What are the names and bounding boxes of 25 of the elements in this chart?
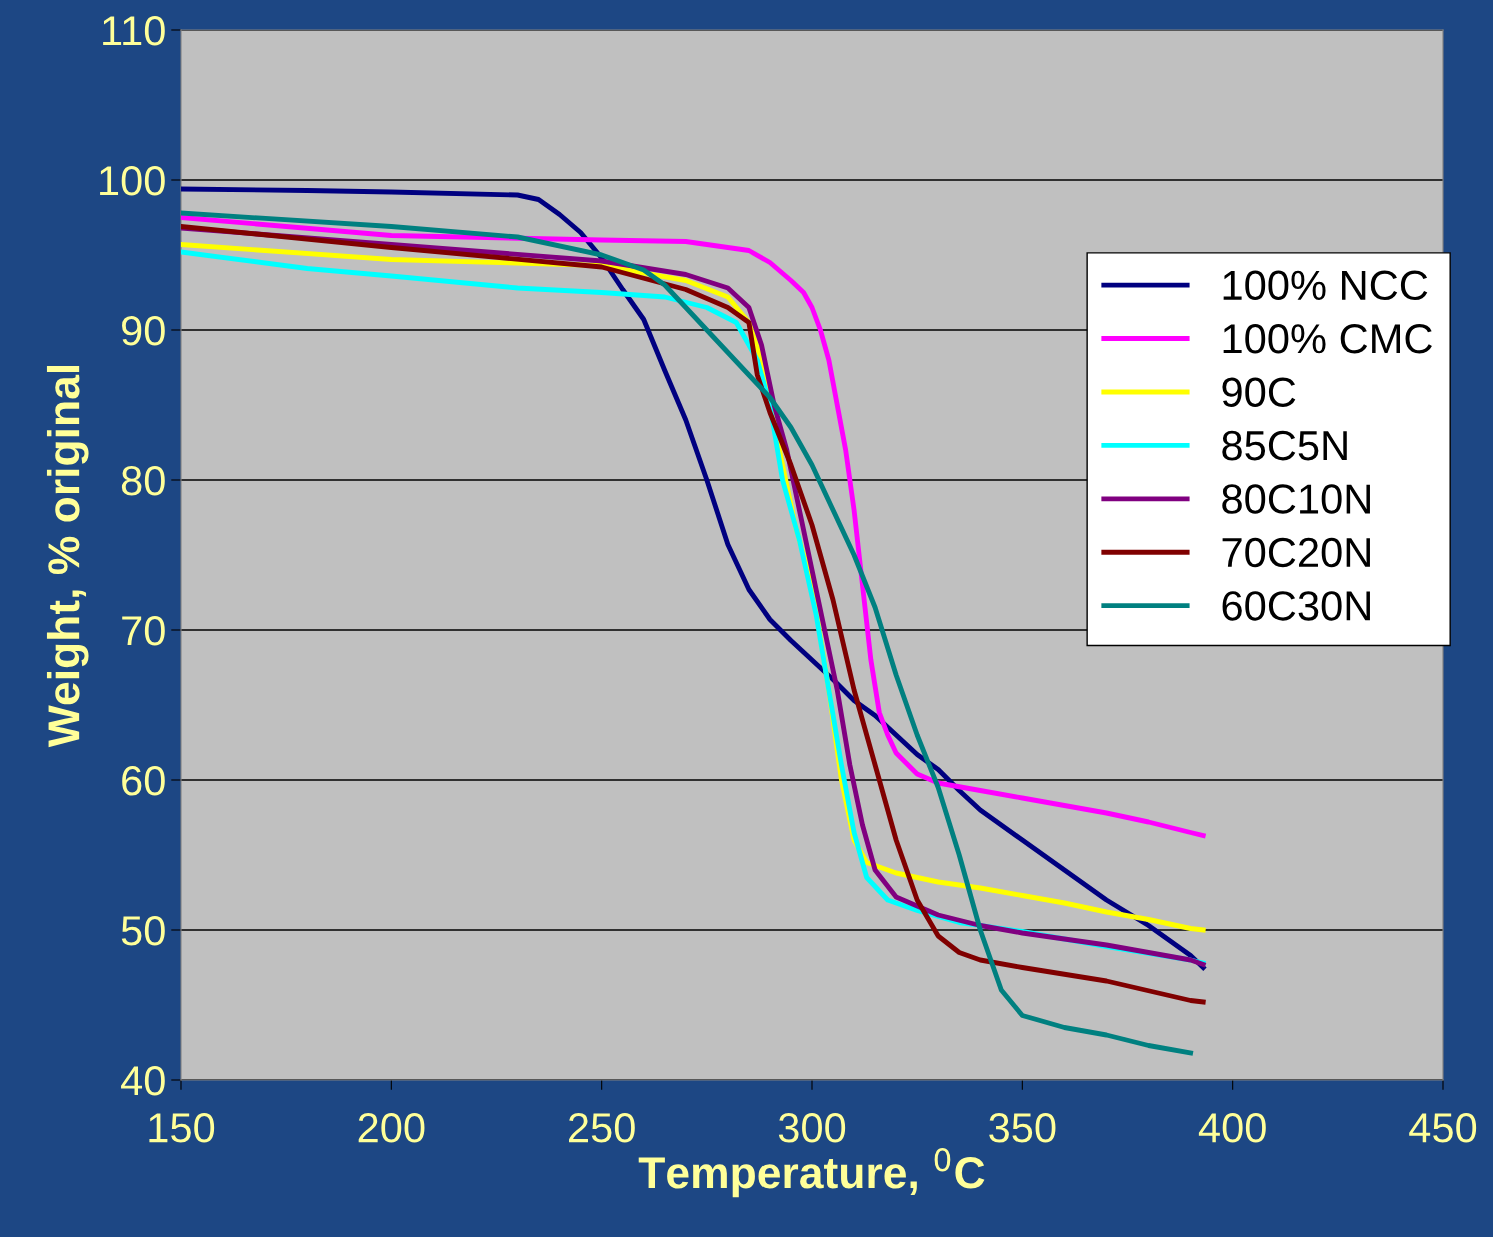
line-series bbox=[181, 215, 1206, 838]
x-tick-label: 200 bbox=[358, 1113, 425, 1143]
x-tick-label: 250 bbox=[569, 1113, 635, 1143]
x-axis-title: Temperature, $^{0}$C bbox=[638, 1148, 985, 1198]
legend-label: 85C5N bbox=[1222, 430, 1347, 461]
y-tick-label: 70 bbox=[122, 616, 165, 646]
legend-label: 70C20N bbox=[1222, 537, 1370, 568]
y-tick-label: 110 bbox=[103, 16, 165, 46]
legend-label: 100% NCC bbox=[1223, 270, 1428, 301]
y-tick-label: 60 bbox=[122, 766, 165, 796]
legend-label: 60C30N bbox=[1222, 591, 1370, 621]
y-axis-title: Weight, % original bbox=[46, 365, 89, 748]
x-tick-label: 150 bbox=[149, 1113, 215, 1143]
legend-label: 100% CMC bbox=[1223, 324, 1432, 354]
y-tick-label: 90 bbox=[122, 316, 165, 346]
x-tick-label: 450 bbox=[1409, 1113, 1477, 1143]
y-tick-label: 50 bbox=[121, 916, 165, 946]
y-tick-label: 100 bbox=[100, 166, 165, 196]
x-tick-label: 400 bbox=[1198, 1113, 1266, 1143]
legend-label: 80C10N bbox=[1222, 484, 1370, 514]
x-tick-label: 350 bbox=[989, 1113, 1056, 1143]
legend-label: 90C bbox=[1222, 377, 1296, 407]
y-tick-label: 80 bbox=[121, 466, 165, 496]
y-tick-label: 40 bbox=[121, 1066, 165, 1096]
x-tick-label: 300 bbox=[778, 1113, 846, 1143]
